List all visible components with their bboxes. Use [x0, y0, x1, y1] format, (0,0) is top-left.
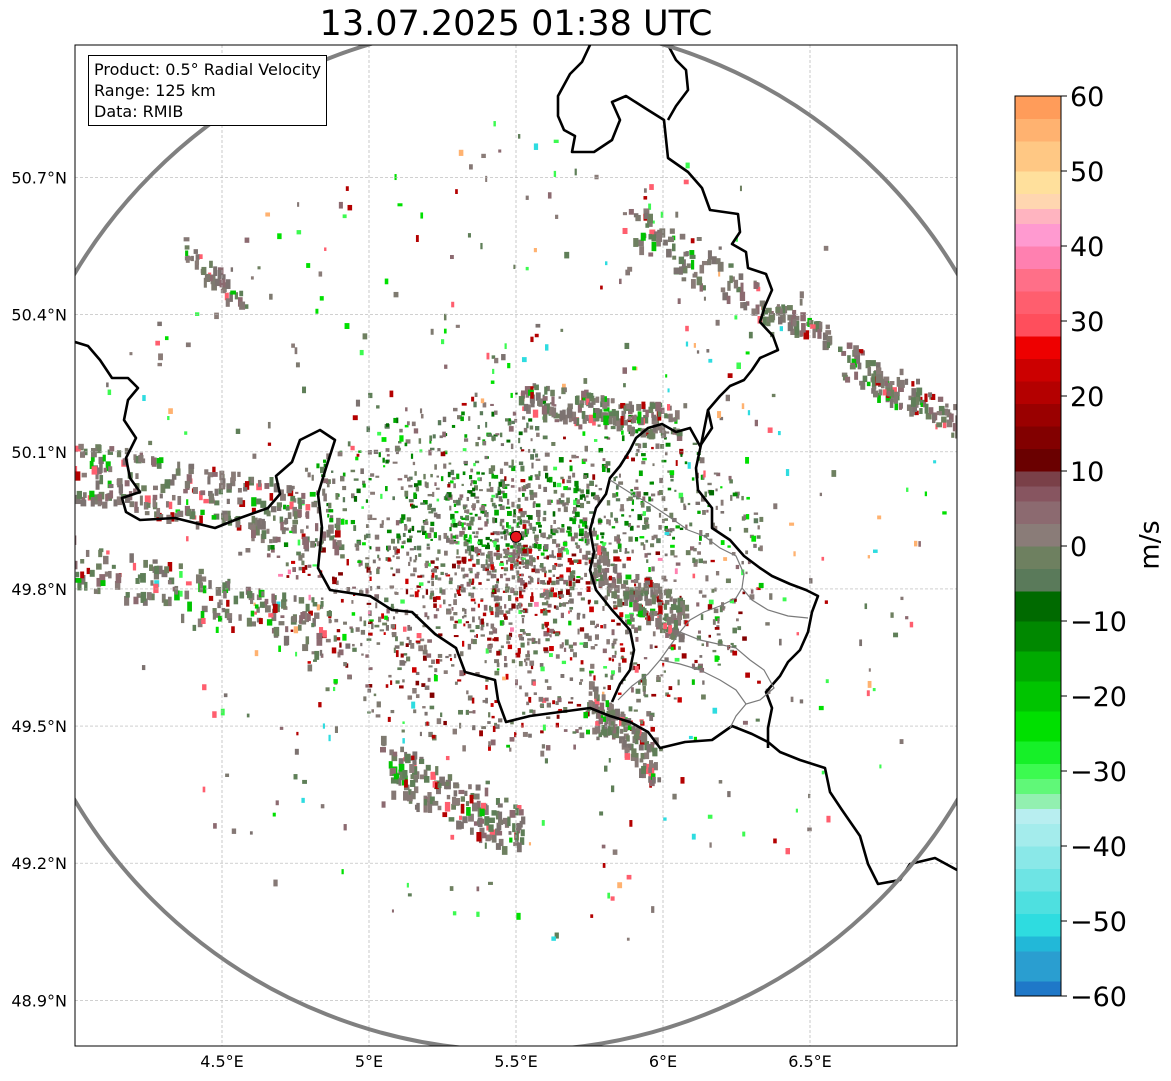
colorbar-band — [1015, 448, 1061, 472]
country-border-west — [75, 340, 957, 886]
country-border-east — [694, 409, 820, 748]
colorbar-band — [1015, 141, 1061, 172]
graticule — [75, 45, 957, 1046]
colorbar-band — [1015, 681, 1061, 712]
colorbar-band — [1015, 913, 1061, 937]
latitude-axis: 50.7°N 50.4°N 50.1°N 49.8°N 49.5°N 49.2°N 48.9… — [11, 169, 67, 1011]
lat-tick-label: 49.8°N — [11, 580, 67, 599]
colorbar-tick-label: 20 — [1070, 382, 1104, 413]
map-frame — [74, 44, 958, 1047]
colorbar-band — [1015, 808, 1061, 824]
colorbar-unit-label: m/s — [1134, 520, 1166, 570]
colorbar-band — [1015, 193, 1061, 209]
colorbar-tick-label: −30 — [1070, 757, 1127, 788]
colorbar-tick-label: −40 — [1070, 832, 1127, 863]
colorbar-tick-label: −50 — [1070, 907, 1127, 938]
colorbar-band — [1015, 568, 1061, 592]
colorbar-band — [1015, 523, 1061, 547]
colorbar-band — [1015, 778, 1061, 794]
lat-tick-label: 50.1°N — [11, 443, 67, 462]
lon-tick-label: 5°E — [355, 1052, 383, 1071]
colorbar-band — [1015, 741, 1061, 764]
colorbar-tick-label: 0 — [1070, 532, 1087, 563]
lat-tick-label: 49.2°N — [11, 854, 67, 873]
province-border-mid — [659, 659, 747, 705]
colorbar-band — [1015, 823, 1061, 847]
country-border-northeast — [666, 45, 690, 121]
lon-tick-label: 4.5°E — [200, 1052, 244, 1071]
lon-tick-label: 5.5°E — [494, 1052, 538, 1071]
radar-echo-layer — [75, 121, 957, 941]
info-range: Range: 125 km — [94, 81, 216, 100]
colorbar-band — [1015, 268, 1061, 292]
colorbar-band — [1015, 403, 1061, 427]
colorbar-band — [1015, 291, 1061, 314]
colorbar-band — [1015, 223, 1061, 247]
country-border-north — [556, 45, 780, 703]
colorbar-band — [1015, 591, 1061, 622]
colorbar-band — [1015, 891, 1061, 914]
lon-tick-label: 6°E — [649, 1052, 677, 1071]
colorbar-band — [1015, 208, 1061, 224]
colorbar-band — [1015, 381, 1061, 404]
colorbar-band — [1015, 118, 1061, 142]
map-plot-area[interactable] — [2, 23, 1030, 1051]
velocity-colorbar: 60 50 40 30 20 10 0 −10 −20 −30 −40 −50 −60 — [1014, 82, 1127, 1013]
colorbar-band — [1015, 793, 1061, 809]
longitude-axis: 4.5°E 5°E 5.5°E 6°E 6.5°E — [200, 1052, 832, 1071]
colorbar-tick-label: −20 — [1070, 682, 1127, 713]
colorbar-band — [1015, 868, 1061, 892]
colorbar-band — [1015, 711, 1061, 742]
border-layer — [75, 45, 957, 886]
colorbar-band — [1015, 546, 1061, 569]
colorbar-tick-label: −60 — [1070, 982, 1127, 1013]
colorbar-tick-label: 30 — [1070, 307, 1104, 338]
colorbar-tick-label: 60 — [1070, 82, 1104, 113]
colorbar-band — [1015, 313, 1061, 337]
colorbar-band — [1015, 358, 1061, 382]
colorbar-band — [1015, 651, 1061, 682]
province-border-north — [609, 479, 745, 701]
lat-tick-label: 49.5°N — [11, 717, 67, 736]
colorbar-band — [1015, 426, 1061, 449]
lon-tick-label: 6.5°E — [788, 1052, 832, 1071]
map-title: 13.07.2025 01:38 UTC — [319, 4, 713, 44]
info-product: Product: 0.5° Radial Velocity — [94, 60, 322, 79]
product-info-box: Product: 0.5° Radial Velocity Range: 125… — [88, 55, 328, 126]
colorbar-band — [1015, 486, 1061, 502]
province-border-east — [741, 587, 809, 619]
colorbar-tick-label: 10 — [1070, 457, 1104, 488]
colorbar-band — [1015, 171, 1061, 194]
lat-tick-label: 50.4°N — [11, 306, 67, 325]
colorbar-band — [1015, 763, 1061, 779]
colorbar-tick-label: 40 — [1070, 232, 1104, 263]
colorbar-band — [1015, 936, 1061, 952]
info-source: Data: RMIB — [94, 102, 184, 121]
colorbar-band — [1015, 471, 1061, 487]
colorbar-tick-label: 50 — [1070, 157, 1104, 188]
lat-tick-label: 48.9°N — [11, 991, 67, 1010]
colorbar-band — [1015, 501, 1061, 524]
colorbar-band — [1015, 846, 1061, 869]
colorbar-band — [1015, 246, 1061, 269]
colorbar-band — [1015, 336, 1061, 359]
colorbar-band — [1015, 951, 1061, 982]
colorbar-band — [1015, 621, 1061, 652]
radar-site-marker — [510, 530, 522, 543]
colorbar-tick-label: −10 — [1070, 607, 1127, 638]
lat-tick-label: 50.7°N — [11, 169, 67, 188]
province-border-south — [679, 631, 775, 729]
colorbar-band — [1015, 981, 1061, 997]
province-border-layer — [609, 479, 809, 729]
colorbar-band — [1015, 96, 1061, 119]
